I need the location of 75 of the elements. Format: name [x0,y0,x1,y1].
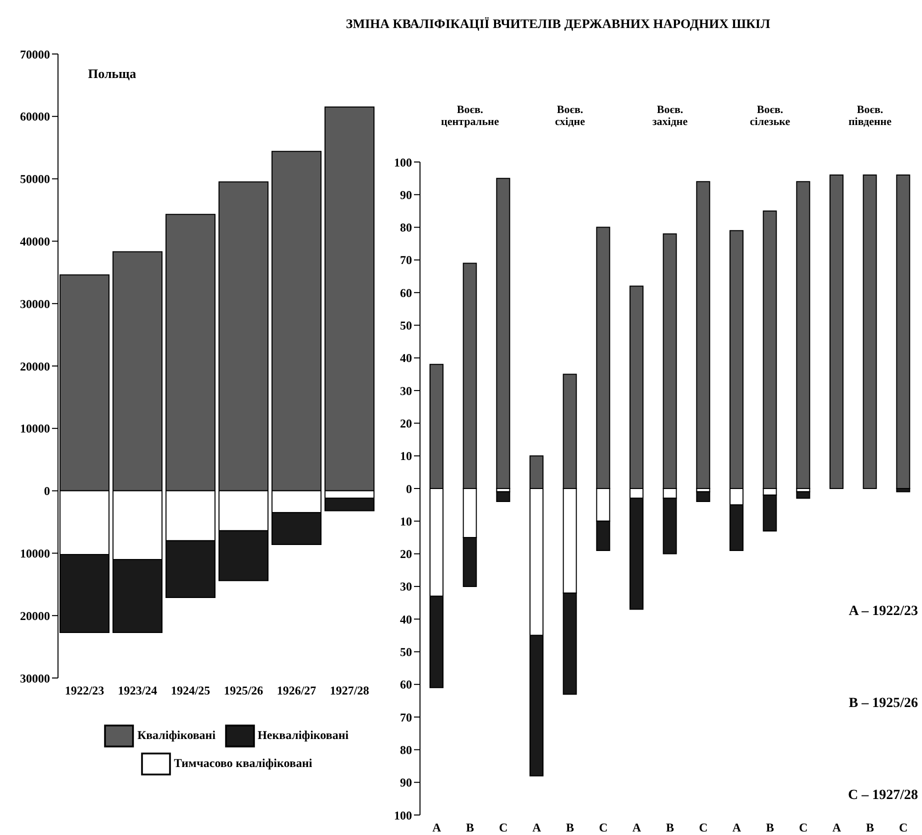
x-tick-label: A [732,820,742,835]
x-tick-label: C [498,820,508,835]
y-tick-label: 60 [400,286,412,300]
bar [496,178,510,489]
y-tick-label: 30000 [20,296,50,311]
text: Воєв. центральне [440,104,500,128]
x-tick-label: 1924/25 [170,684,210,698]
legend-label: Кваліфіковані [137,728,216,742]
y-tick-label: 100 [394,155,412,170]
x-tick-label: B [866,820,874,835]
bar [830,174,844,489]
text: Воєв. південне [847,104,893,128]
x-tick-label: 1923/24 [118,684,158,698]
y-tick-label: 50 [400,318,412,333]
y-tick-label: 60000 [20,110,50,124]
bar [862,174,877,489]
bar [696,491,710,502]
x-tick-label: 1926/27 [276,684,316,698]
x-tick-label: 1927/28 [330,684,370,698]
y-tick-label: 70 [400,253,412,268]
y-tick-label: 80 [400,220,412,235]
y-tick-label: 10000 [20,422,50,436]
y-tick-label: 10 [400,449,412,464]
y-tick-label: 10000 [20,546,50,560]
x-tick-label: B [566,820,574,835]
x-tick-label: A [532,820,542,835]
text: Воєв. західне [651,104,689,128]
y-tick-label: 80 [400,742,412,757]
bar [496,491,510,502]
text: ЗМІНА КВАЛІФІКАЦІЇ ВЧИТЕЛІВ ДЕРЖАВНИХ НАРОДНИХ ШКІЛ [344,16,772,32]
x-tick-label: B [666,820,674,835]
bar [796,181,810,489]
x-tick-label: 1925/26 [224,684,264,698]
y-tick-label: 40 [400,351,412,366]
y-tick-label: 50 [400,645,412,660]
y-tick-label: 20 [400,416,412,430]
bar [696,181,710,489]
y-tick-label: 40000 [20,234,50,248]
legend-label: Некваліфіковані [258,728,349,742]
y-tick-label: 90 [400,776,412,790]
y-tick-label: 10 [400,514,412,528]
y-tick-label: 30000 [20,671,50,686]
x-tick-label: C [598,820,608,835]
y-tick-label: 70 [400,710,412,724]
y-tick-label: 30 [400,384,412,398]
y-tick-label: 60 [400,678,412,692]
y-tick-label: 30 [400,580,412,594]
y-tick-label: 20000 [20,608,50,623]
x-tick-label: C [798,820,808,835]
x-tick-label: A [832,820,842,835]
y-tick-label: 20 [400,547,412,562]
x-tick-label: C [698,820,708,835]
annotation: B – 1925/26 [848,696,918,712]
annotation: C – 1927/28 [848,788,918,804]
text: Польща [88,66,136,82]
x-tick-label: 1922/23 [64,684,104,698]
y-tick-label: 100 [394,808,412,822]
x-tick-label: A [632,820,642,835]
text: Воєв. сілезьке [748,104,792,128]
annotation: A – 1922/23 [848,604,918,620]
y-tick-label: 90 [400,188,412,202]
text: Воєв. східне [554,104,586,128]
x-tick-label: B [466,820,474,835]
y-tick-label: 70000 [20,47,50,62]
y-tick-label: 0 [44,484,50,498]
y-tick-label: 0 [406,482,412,496]
y-tick-label: 50000 [20,172,50,186]
bar [796,491,810,499]
x-tick-label: A [432,820,442,835]
x-tick-label: C [898,820,908,835]
x-tick-label: B [766,820,774,835]
y-tick-label: 20000 [20,359,50,374]
y-tick-label: 40 [400,612,412,626]
bar [896,174,910,489]
legend-label: Тимчасово кваліфіковані [174,756,312,770]
